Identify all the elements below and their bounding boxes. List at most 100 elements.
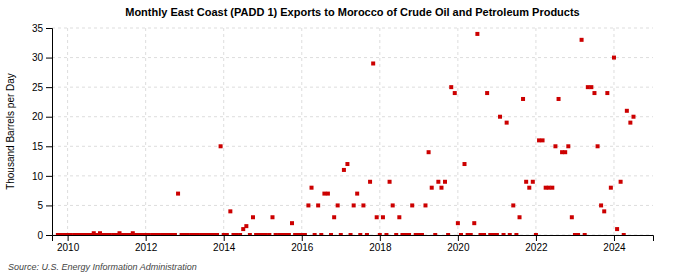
points — [56, 32, 636, 235]
point — [290, 221, 294, 225]
point — [127, 233, 131, 235]
point — [248, 233, 252, 235]
point — [521, 97, 525, 101]
point — [596, 144, 600, 148]
point — [303, 233, 307, 235]
annotation: Source: U.S. Energy Information Administ… — [8, 262, 197, 272]
grid-line — [52, 28, 653, 29]
grid-line — [379, 28, 380, 235]
point — [173, 233, 177, 235]
tick-mark — [614, 235, 615, 241]
tick-label: 25 — [32, 82, 44, 93]
point — [306, 203, 310, 207]
point — [619, 180, 623, 184]
point — [537, 138, 541, 142]
point — [137, 233, 141, 235]
point — [196, 233, 200, 235]
point — [59, 233, 63, 235]
point — [566, 144, 570, 148]
point — [534, 233, 538, 235]
tick-label: 2016 — [291, 242, 314, 253]
tick: 2014 — [213, 235, 236, 253]
point — [108, 233, 112, 235]
point — [400, 233, 404, 235]
point — [463, 162, 467, 166]
grid-line — [535, 28, 536, 235]
point — [488, 233, 492, 235]
point — [475, 32, 479, 36]
grid-line — [52, 87, 653, 88]
point — [69, 233, 73, 235]
tick-mark — [380, 235, 381, 241]
point — [430, 186, 434, 190]
point — [238, 233, 242, 235]
grid-line — [67, 28, 68, 235]
point — [176, 192, 180, 196]
point — [605, 91, 609, 95]
point — [228, 209, 232, 213]
point — [557, 97, 561, 101]
point — [622, 233, 626, 235]
tick: 35 — [32, 23, 52, 34]
point — [225, 233, 229, 235]
point — [310, 186, 314, 190]
point — [78, 233, 82, 235]
point — [524, 180, 528, 184]
grid — [52, 28, 653, 235]
tick-mark — [46, 28, 52, 29]
tick: 2018 — [369, 235, 392, 253]
point — [215, 233, 219, 235]
point — [527, 186, 531, 190]
tick: 0 — [37, 230, 52, 241]
tick-mark — [46, 117, 52, 118]
tick-label: 35 — [32, 23, 44, 34]
tick-label: 20 — [32, 111, 44, 122]
point — [397, 215, 401, 219]
point — [244, 224, 248, 228]
point — [394, 233, 398, 235]
point — [436, 180, 440, 184]
point — [446, 233, 450, 235]
tick-mark — [224, 235, 225, 241]
point — [482, 233, 486, 235]
point — [469, 233, 473, 235]
point — [407, 233, 411, 235]
point — [410, 203, 414, 207]
point — [625, 109, 629, 113]
tick-label: 2024 — [603, 242, 626, 253]
point — [313, 233, 317, 235]
point — [336, 203, 340, 207]
point — [378, 233, 382, 235]
tick: 30 — [32, 52, 52, 63]
tick: 20 — [32, 111, 52, 122]
point — [98, 231, 102, 235]
tick-mark — [46, 87, 52, 88]
tick: 25 — [32, 82, 52, 93]
tick-mark — [46, 235, 52, 236]
tick: 2020 — [447, 235, 470, 253]
point — [166, 233, 170, 235]
tick: 2022 — [525, 235, 548, 253]
point — [319, 233, 323, 235]
point — [612, 56, 616, 60]
grid-line — [52, 175, 653, 176]
y-axis-label: Thousand Barrels per Day — [5, 73, 16, 190]
tick: 15 — [32, 141, 52, 152]
point — [326, 192, 330, 196]
point — [293, 233, 297, 235]
grid-line — [301, 28, 302, 235]
axis-line — [46, 29, 53, 236]
tick-mark — [146, 235, 147, 241]
point — [550, 186, 554, 190]
point — [583, 233, 587, 235]
tick: 10 — [32, 171, 52, 182]
point — [563, 150, 567, 154]
point — [235, 233, 239, 235]
tick-mark — [46, 58, 52, 59]
x-axis: 20102012201420162018202020222024 — [53, 235, 654, 253]
point — [459, 233, 463, 235]
point — [339, 233, 343, 235]
point — [479, 233, 483, 235]
point — [511, 203, 515, 207]
chart-svg: 2010201220142016201820202022202405101520… — [0, 0, 675, 275]
